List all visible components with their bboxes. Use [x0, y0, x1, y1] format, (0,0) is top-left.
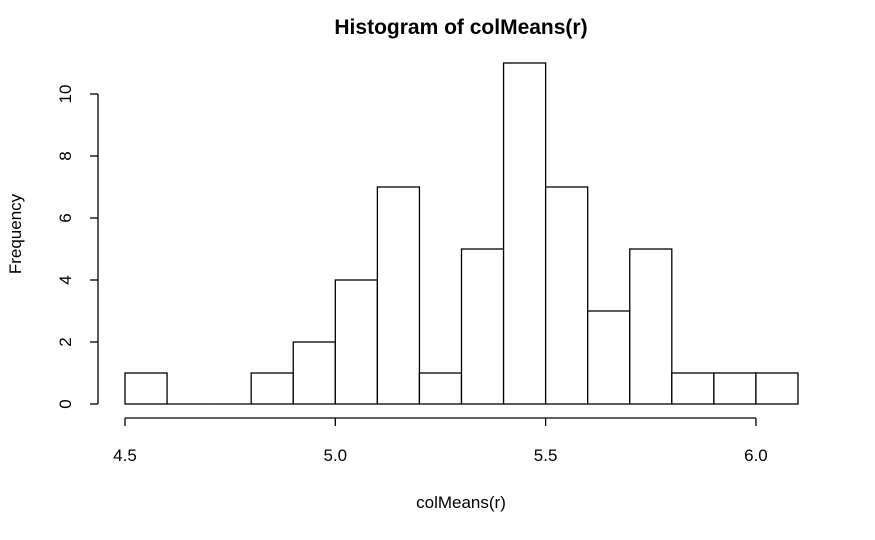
- x-axis-label: colMeans(r): [416, 493, 506, 512]
- x-tick-label: 5.0: [323, 446, 347, 465]
- histogram-bar-4: [292, 341, 336, 405]
- histogram-bar-12: [629, 248, 673, 405]
- x-tick-label: 5.5: [534, 446, 558, 465]
- histogram-bar-10: [544, 186, 589, 405]
- histogram-bar-11: [587, 310, 631, 405]
- y-tick-label: 10: [56, 85, 75, 104]
- histogram-bar-14: [713, 372, 757, 405]
- histogram-bar-7: [418, 372, 463, 405]
- histogram-bar-5: [334, 279, 379, 405]
- histogram-bar-0: [124, 372, 168, 405]
- y-tick-label: 0: [56, 399, 75, 408]
- x-tick-label: 6.0: [744, 446, 768, 465]
- x-axis: 4.5 5.0 5.5 6.0: [113, 417, 768, 465]
- y-axis: 0 2 4 6 8 10: [56, 85, 99, 409]
- histogram-bar-15: [755, 372, 799, 405]
- y-tick-label: 2: [56, 337, 75, 346]
- histogram-bar-3: [250, 372, 294, 405]
- histogram-bar-9: [502, 62, 547, 405]
- histogram-bar-6: [376, 186, 421, 405]
- y-tick-label: 4: [56, 275, 75, 284]
- chart-title: Histogram of colMeans(r): [334, 16, 587, 39]
- y-tick-label: 8: [56, 151, 75, 160]
- bars-group: [124, 62, 799, 405]
- y-axis-label: Frequency: [6, 193, 25, 274]
- histogram-bar-8: [460, 248, 505, 405]
- histogram-bar-13: [671, 372, 715, 405]
- x-tick-label: 4.5: [113, 446, 137, 465]
- y-tick-label: 6: [56, 213, 75, 222]
